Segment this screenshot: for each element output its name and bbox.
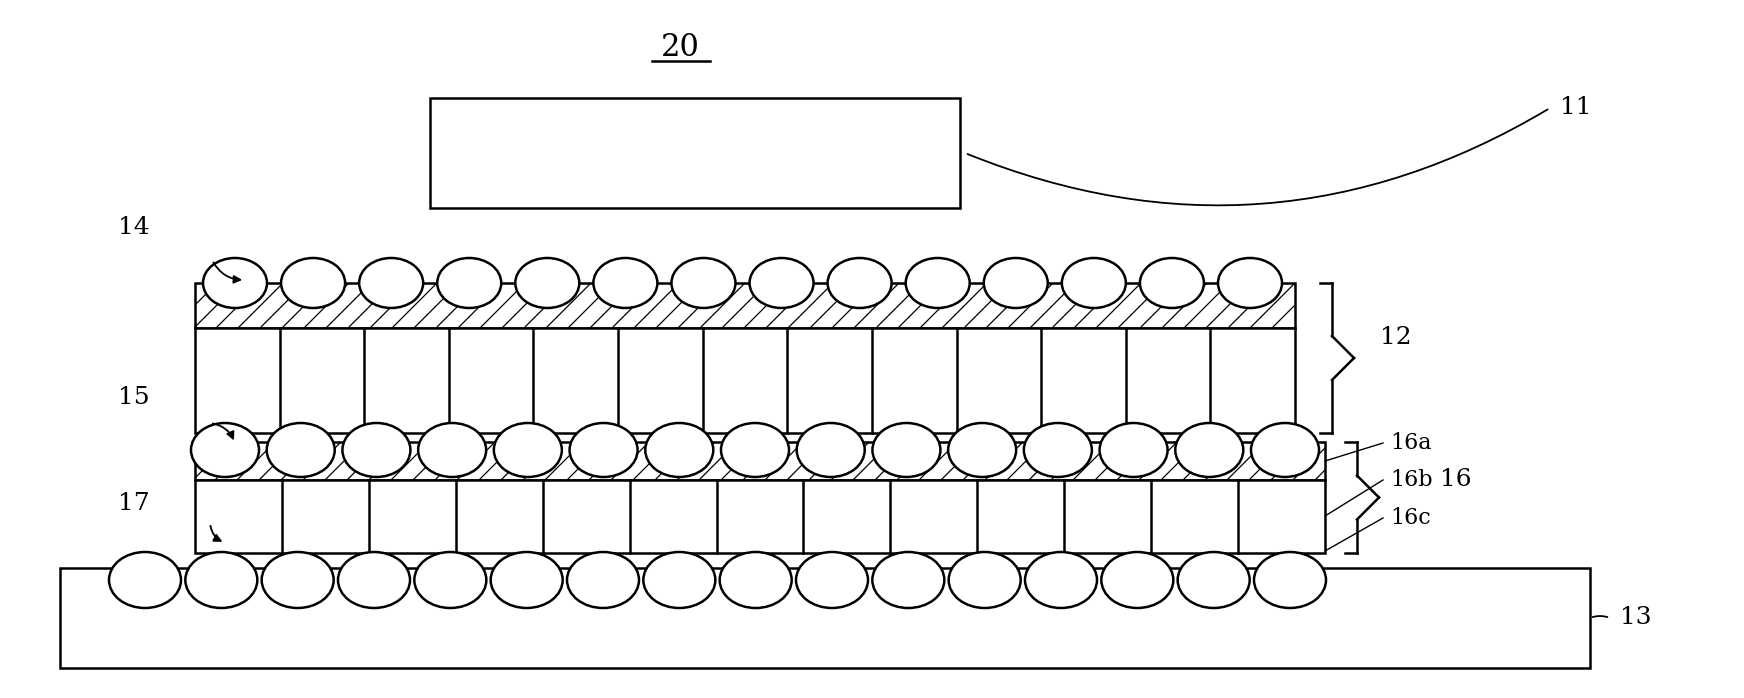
- Text: 11: 11: [1559, 96, 1592, 119]
- Ellipse shape: [1024, 423, 1092, 477]
- Ellipse shape: [494, 423, 562, 477]
- Bar: [195, 283, 1296, 328]
- Bar: [195, 328, 1296, 433]
- Ellipse shape: [1177, 552, 1250, 608]
- Ellipse shape: [514, 258, 579, 308]
- Ellipse shape: [1099, 423, 1167, 477]
- Ellipse shape: [570, 423, 638, 477]
- Ellipse shape: [1254, 552, 1325, 608]
- Ellipse shape: [750, 258, 813, 308]
- Bar: [431, 98, 959, 208]
- Ellipse shape: [338, 552, 410, 608]
- Ellipse shape: [949, 423, 1017, 477]
- Text: 12: 12: [1380, 327, 1411, 350]
- Ellipse shape: [415, 552, 487, 608]
- Ellipse shape: [185, 552, 258, 608]
- Text: 16b: 16b: [1390, 469, 1432, 491]
- Text: 13: 13: [1620, 607, 1652, 630]
- Ellipse shape: [281, 258, 345, 308]
- Ellipse shape: [1141, 258, 1203, 308]
- Bar: [195, 480, 1325, 553]
- Ellipse shape: [342, 423, 410, 477]
- Ellipse shape: [1062, 258, 1127, 308]
- Ellipse shape: [359, 258, 424, 308]
- Ellipse shape: [262, 552, 333, 608]
- Bar: [195, 442, 1325, 480]
- Text: 16: 16: [1441, 468, 1472, 491]
- Ellipse shape: [438, 258, 501, 308]
- Ellipse shape: [567, 552, 638, 608]
- Text: 20: 20: [661, 33, 699, 64]
- Ellipse shape: [828, 258, 891, 308]
- Text: 14: 14: [119, 216, 150, 239]
- Ellipse shape: [1175, 423, 1243, 477]
- Ellipse shape: [644, 552, 715, 608]
- Ellipse shape: [110, 552, 181, 608]
- Ellipse shape: [872, 423, 940, 477]
- Bar: [59, 568, 1591, 668]
- Ellipse shape: [671, 258, 736, 308]
- Ellipse shape: [1250, 423, 1318, 477]
- Ellipse shape: [419, 423, 487, 477]
- Ellipse shape: [949, 552, 1020, 608]
- Text: 16a: 16a: [1390, 432, 1432, 454]
- Text: 15: 15: [119, 387, 150, 410]
- Ellipse shape: [1217, 258, 1282, 308]
- Ellipse shape: [905, 258, 970, 308]
- Ellipse shape: [645, 423, 713, 477]
- Ellipse shape: [797, 423, 865, 477]
- Ellipse shape: [202, 258, 267, 308]
- Text: 17: 17: [119, 491, 150, 514]
- Ellipse shape: [267, 423, 335, 477]
- Ellipse shape: [720, 552, 792, 608]
- Ellipse shape: [872, 552, 944, 608]
- Ellipse shape: [795, 552, 869, 608]
- Ellipse shape: [720, 423, 788, 477]
- Ellipse shape: [984, 258, 1048, 308]
- Text: 16c: 16c: [1390, 507, 1430, 529]
- Ellipse shape: [490, 552, 563, 608]
- Ellipse shape: [1025, 552, 1097, 608]
- Ellipse shape: [1100, 552, 1174, 608]
- Ellipse shape: [593, 258, 657, 308]
- Ellipse shape: [192, 423, 260, 477]
